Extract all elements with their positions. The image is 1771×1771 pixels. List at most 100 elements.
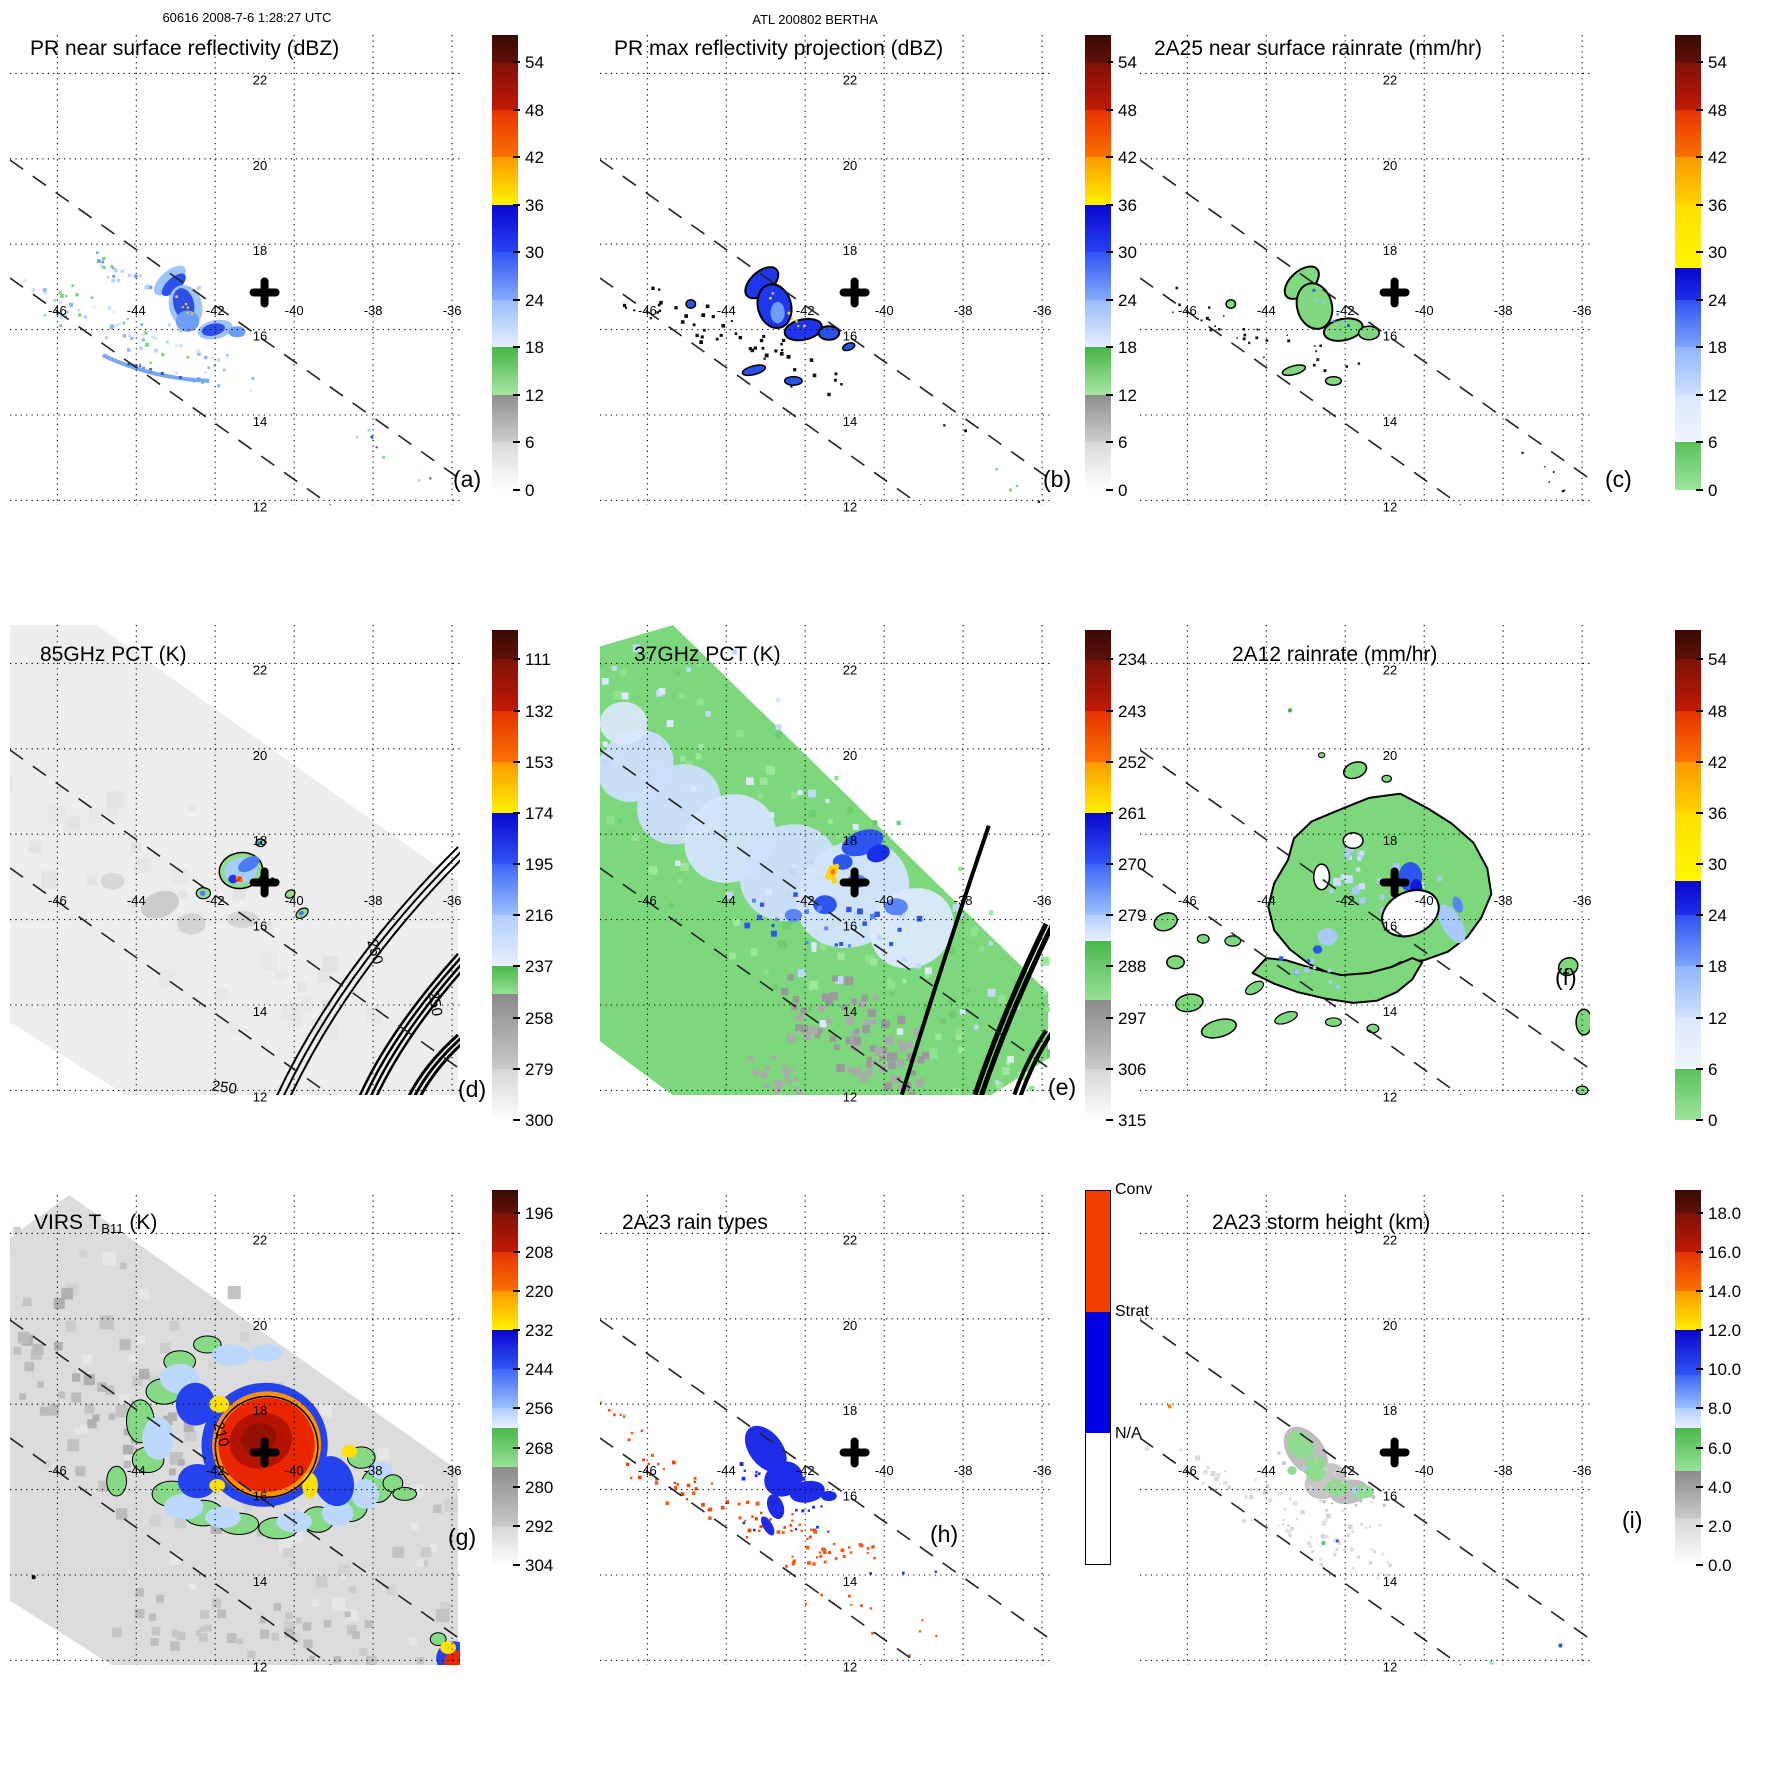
colorbar-g: 196 208 220 232 244 256 268 280 292 304: [492, 1190, 553, 1575]
lat-label: 12: [1383, 1089, 1397, 1104]
colorbar-tick-label: 12.0: [1708, 1321, 1742, 1340]
panel-c: -46 -44 -42 -40 -38 -36 12 14 16 18 20 22 2A25 near …: [1140, 35, 1727, 611]
colorbar-tick-label: 48: [525, 100, 544, 120]
map-data-layer-f: [1153, 708, 1590, 1095]
lon-label: -36: [443, 303, 462, 318]
map-data-layer-b: [622, 266, 1040, 503]
grid-layer-f: [1140, 625, 1590, 1095]
colorbar-tick-label: 30: [1708, 855, 1727, 875]
lat-label: 14: [1383, 1004, 1397, 1019]
grid-layer-i: [1140, 1195, 1590, 1665]
lon-label: -46: [638, 303, 657, 318]
grid-layer-e: [600, 625, 1050, 1095]
panel-letter-i: (i): [1622, 1507, 1642, 1533]
map-data-layer-a: [23, 251, 432, 482]
map-data-layer-e: [600, 625, 1050, 1095]
lat-label: 22: [253, 72, 267, 87]
lon-label: -40: [285, 303, 304, 318]
colorbar-tick-label: 24: [1118, 290, 1137, 310]
lat-label: 20: [843, 748, 857, 763]
lat-label: 22: [843, 1232, 857, 1247]
colorbar-tick-label: 315: [1118, 1111, 1147, 1130]
lat-label: 18: [253, 1403, 267, 1418]
raintype-segment: [1086, 1312, 1110, 1434]
colorbar-tick-label: 304: [525, 1556, 554, 1575]
lon-label: -42: [796, 303, 815, 318]
map-data-layer-g: 210: [10, 1195, 460, 1665]
panel-b: -46 -44 -42 -40 -38 -36 12 14 16 18 20 22 PR max ref…: [600, 35, 1165, 611]
colorbar-tick-label: 280: [525, 1477, 554, 1497]
lat-label: 16: [843, 329, 857, 344]
grid-layer-c: [1140, 35, 1590, 505]
colorbar-a: 54 48 42 36 30 24 18 12 6 0: [492, 35, 544, 500]
lon-label: -42: [206, 1463, 225, 1478]
panel-title-i: 2A23 storm height (km): [1212, 1211, 1430, 1234]
panel-letter-c: (c): [1605, 466, 1632, 492]
map-data-layer-i: [1144, 1404, 1563, 1665]
lat-label: 20: [1383, 748, 1397, 763]
lat-label: 20: [843, 158, 857, 173]
lon-label: -44: [127, 303, 146, 318]
grid-layer-g: [10, 1195, 460, 1665]
map-data-layer-h: [600, 1401, 938, 1657]
colorbar-tick-label: 14.0: [1708, 1281, 1742, 1301]
colorbar-h: Conv Strat N/A: [1085, 1181, 1152, 1565]
colorbar-tick-label: 42: [525, 148, 544, 168]
contour-label: 250: [424, 990, 445, 1018]
colorbar-tick-label: 54: [525, 53, 544, 73]
storm-center-marker: [839, 1437, 870, 1468]
panel-title-c: 2A25 near surface rainrate (mm/hr): [1154, 37, 1482, 60]
colorbar-tick-label: 48: [1708, 100, 1727, 120]
lat-label: 12: [843, 1089, 857, 1104]
lat-label: 12: [843, 1659, 857, 1674]
lon-label: -44: [717, 303, 736, 318]
colorbar-tick-label: 12: [1708, 1008, 1727, 1028]
storm-center-marker: [249, 277, 280, 308]
lat-label: 22: [253, 662, 267, 677]
lon-label: -44: [717, 1463, 736, 1478]
colorbar-tick-label: 234: [1118, 650, 1147, 670]
lon-label: -44: [1257, 893, 1276, 908]
colorbar-tick-label: 18.0: [1708, 1203, 1742, 1223]
colorbar-tick-label: 30: [1118, 243, 1137, 263]
lat-label: 12: [1383, 1659, 1397, 1674]
colorbar-b: 54 48 42 36 30 24 18 12 6 0: [1085, 35, 1137, 500]
lat-label: 16: [843, 1489, 857, 1504]
lat-label: 22: [843, 662, 857, 677]
panel-letter-g: (g): [448, 1524, 476, 1550]
map-d: 250 250 250 -46 -44 -42 -40 -38 -36 12 14 16 18 20 22 8…: [10, 625, 486, 1104]
colorbar-tick-label: 0: [1708, 481, 1718, 500]
grid-layer-d: [10, 625, 460, 1095]
colorbar-tick-label: 10.0: [1708, 1360, 1742, 1380]
contour-label: 250: [363, 938, 386, 967]
lat-label: 14: [1383, 1574, 1397, 1589]
storm-center-marker: [839, 277, 870, 308]
grid-layer-b: [600, 35, 1050, 505]
panel-f: -46 -44 -42 -40 -38 -36 12 14 16 18 20 22 2A12 rainr…: [1140, 625, 1727, 1201]
lon-label: -40: [875, 893, 894, 908]
lon-label: -38: [1494, 1463, 1513, 1478]
panel-letter-h: (h): [930, 1521, 958, 1547]
lon-label: -36: [1573, 893, 1592, 908]
map-b: -46 -44 -42 -40 -38 -36 12 14 16 18 20 22 PR max ref…: [600, 35, 1071, 514]
colorbar-tick-label: 12: [1708, 385, 1727, 405]
lat-label: 12: [253, 1659, 267, 1674]
colorbar-tick-label: 6: [1708, 433, 1718, 453]
colorbar-tick-label: 153: [525, 752, 554, 772]
panel-title-a: PR near surface reflectivity (dBZ): [30, 37, 339, 60]
lon-label: -40: [875, 303, 894, 318]
colorbar-tick-label: 48: [1708, 701, 1727, 721]
lon-label: -42: [1336, 303, 1355, 318]
colorbar-tick-label: 18: [1118, 338, 1137, 358]
lon-label: -44: [1257, 1463, 1276, 1478]
lat-label: 14: [253, 1574, 267, 1589]
colorbar-tick-label: 279: [1118, 906, 1147, 926]
contour-label: 250: [211, 1078, 238, 1098]
lon-label: -36: [1573, 1463, 1592, 1478]
storm-center-marker: [249, 867, 280, 898]
panel-title-d: 85GHz PCT (K): [40, 643, 187, 666]
lon-label: -42: [206, 303, 225, 318]
colorbar-tick-label: 4.0: [1708, 1477, 1732, 1497]
lat-label: 16: [1383, 919, 1397, 934]
